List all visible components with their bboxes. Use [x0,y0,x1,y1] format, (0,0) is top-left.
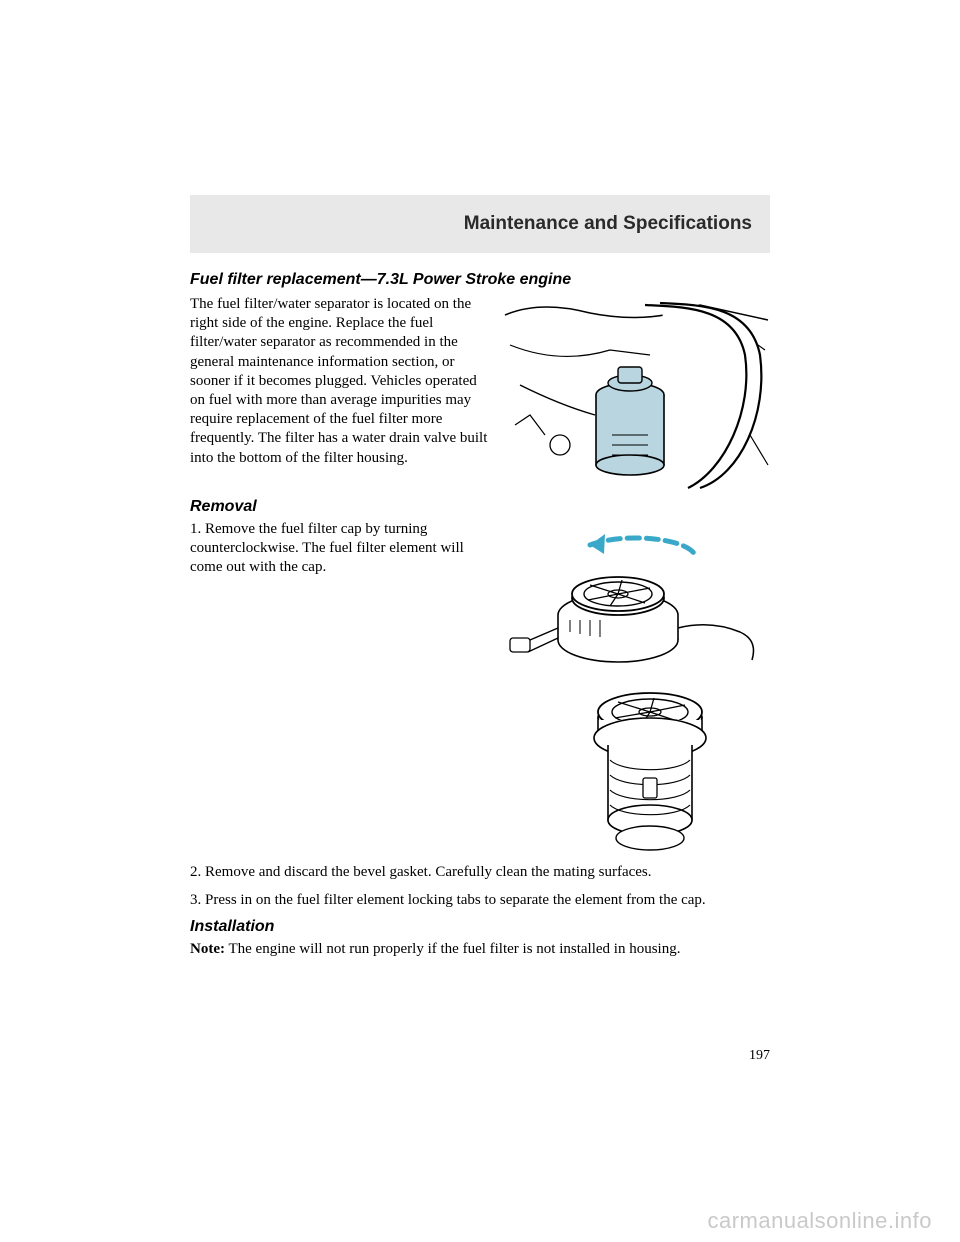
removal-step3: 3. Press in on the fuel filter element l… [190,891,770,911]
filter-cap-illustration [500,520,770,855]
page-container: Maintenance and Specifications Fuel filt… [0,0,960,1242]
intro-text: The fuel filter/water separator is locat… [190,295,490,490]
figure-1 [500,295,770,490]
chapter-header-bar: Maintenance and Specifications [190,195,770,253]
figure-2 [500,520,770,855]
installation-heading: Installation [190,918,770,936]
section-title: Fuel filter replacement—7.3L Power Strok… [190,271,770,289]
installation-note: Note: The engine will not run properly i… [190,940,770,960]
note-label: Note: [190,941,225,957]
lower-filter-group [594,693,706,850]
removal-heading: Removal [190,498,770,516]
watermark: carmanualsonline.info [707,1208,932,1234]
removal-row: 1. Remove the fuel filter cap by turning… [190,520,770,855]
intro-row: The fuel filter/water separator is locat… [190,295,770,490]
removal-step1: 1. Remove the fuel filter cap by turning… [190,520,490,855]
note-body: The engine will not run properly if the … [225,941,680,957]
chapter-title: Maintenance and Specifications [464,213,752,235]
removal-step2: 2. Remove and discard the bevel gasket. … [190,863,770,883]
engine-bay-illustration [500,295,770,490]
page-number: 197 [749,1048,770,1064]
